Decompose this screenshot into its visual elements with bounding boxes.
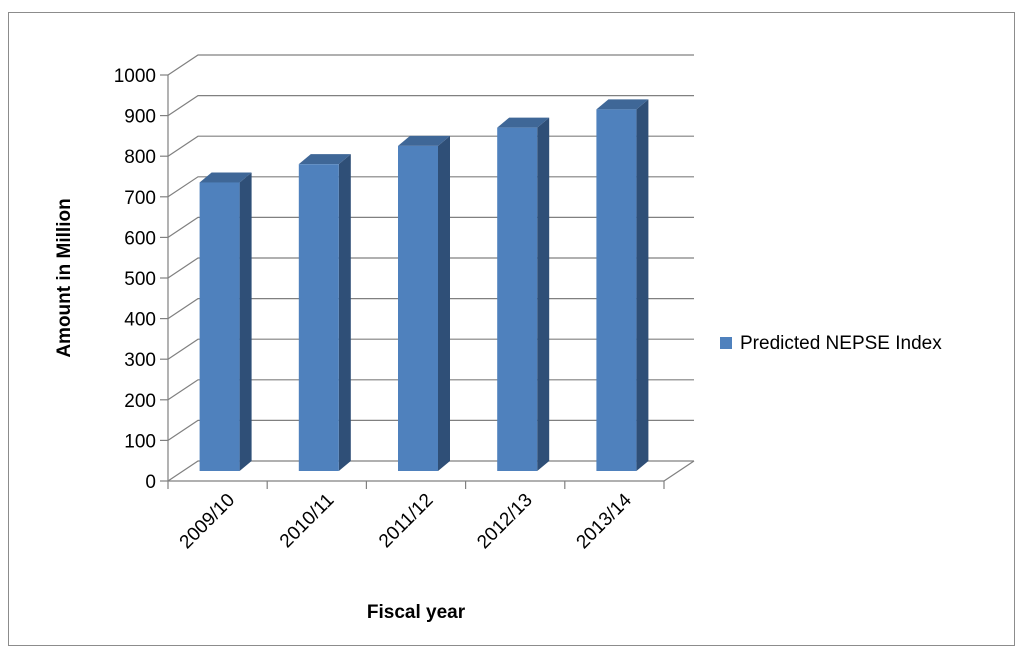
floor-right-edge	[663, 460, 695, 482]
bar	[298, 154, 351, 472]
bar-side	[438, 135, 450, 471]
bar-top	[398, 135, 450, 146]
y-tick-label: 100	[124, 431, 156, 452]
bar-top	[596, 99, 649, 110]
bar-side	[338, 154, 351, 472]
y-tick-label: 300	[124, 350, 156, 371]
x-tick-label: 2009/10	[176, 490, 239, 553]
x-axis-title: Fiscal year	[367, 602, 466, 623]
x-tick-label: 2012/13	[473, 490, 536, 553]
bar	[398, 135, 450, 471]
y-tick-label: 0	[145, 472, 156, 493]
legend-swatch	[720, 337, 732, 349]
legend-label: Predicted NEPSE Index	[740, 333, 942, 354]
bar-front	[199, 182, 240, 471]
bar-top	[298, 154, 351, 165]
ticks-layer: 0 100 200 300 400 500 600 700 800 900 1000 2009/10 2…	[114, 66, 665, 553]
x-tick-label: 2010/11	[276, 490, 338, 552]
bar	[199, 172, 252, 471]
y-tick-label: 700	[124, 188, 156, 209]
bar	[596, 99, 649, 472]
bars-layer	[199, 99, 649, 472]
bar-top	[497, 117, 550, 128]
bar-side	[537, 117, 550, 471]
legend: Predicted NEPSE Index	[720, 333, 942, 354]
bar-side	[239, 172, 252, 471]
x-tick-label: 2011/12	[375, 490, 437, 552]
y-tick-label: 400	[124, 310, 156, 331]
bar	[497, 117, 550, 471]
y-tick-label: 1000	[114, 66, 156, 87]
y-tick-label: 600	[124, 228, 156, 249]
y-tick-label: 500	[124, 269, 156, 290]
bar-front	[298, 164, 339, 472]
bar-front	[497, 127, 538, 471]
gridline	[167, 94, 694, 117]
y-tick-label: 200	[124, 391, 156, 412]
bar-side	[636, 99, 649, 472]
gridline	[167, 54, 694, 76]
bar-front	[596, 109, 637, 472]
y-tick-label: 900	[124, 107, 156, 128]
bar-top	[199, 172, 252, 183]
y-axis-title: Amount in Million	[54, 198, 75, 357]
bar-front	[398, 145, 438, 471]
x-tick-label: 2013/14	[573, 489, 637, 553]
y-tick-label: 800	[124, 147, 156, 168]
